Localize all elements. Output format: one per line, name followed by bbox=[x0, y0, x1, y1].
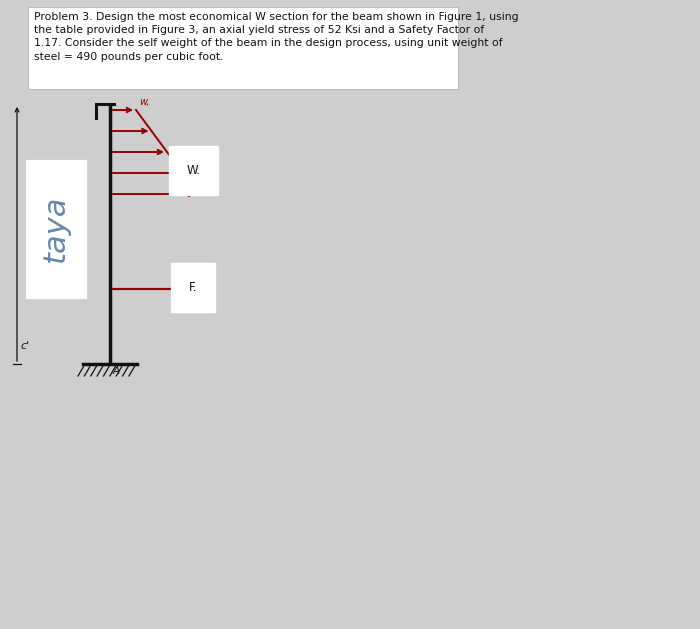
Text: W.: W. bbox=[186, 164, 200, 177]
Text: w,: w, bbox=[139, 97, 150, 107]
Bar bbox=[25, 159, 87, 299]
Text: c': c' bbox=[20, 341, 29, 351]
Text: F.: F. bbox=[189, 281, 197, 294]
Text: A: A bbox=[113, 366, 120, 376]
Text: taya: taya bbox=[41, 195, 71, 263]
Text: Problem 3. Design the most economical W section for the beam shown in Figure 1, : Problem 3. Design the most economical W … bbox=[34, 12, 519, 62]
Bar bbox=[28, 7, 458, 89]
